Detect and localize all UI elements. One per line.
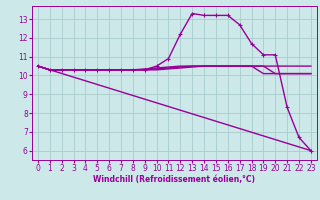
X-axis label: Windchill (Refroidissement éolien,°C): Windchill (Refroidissement éolien,°C) [93,175,255,184]
